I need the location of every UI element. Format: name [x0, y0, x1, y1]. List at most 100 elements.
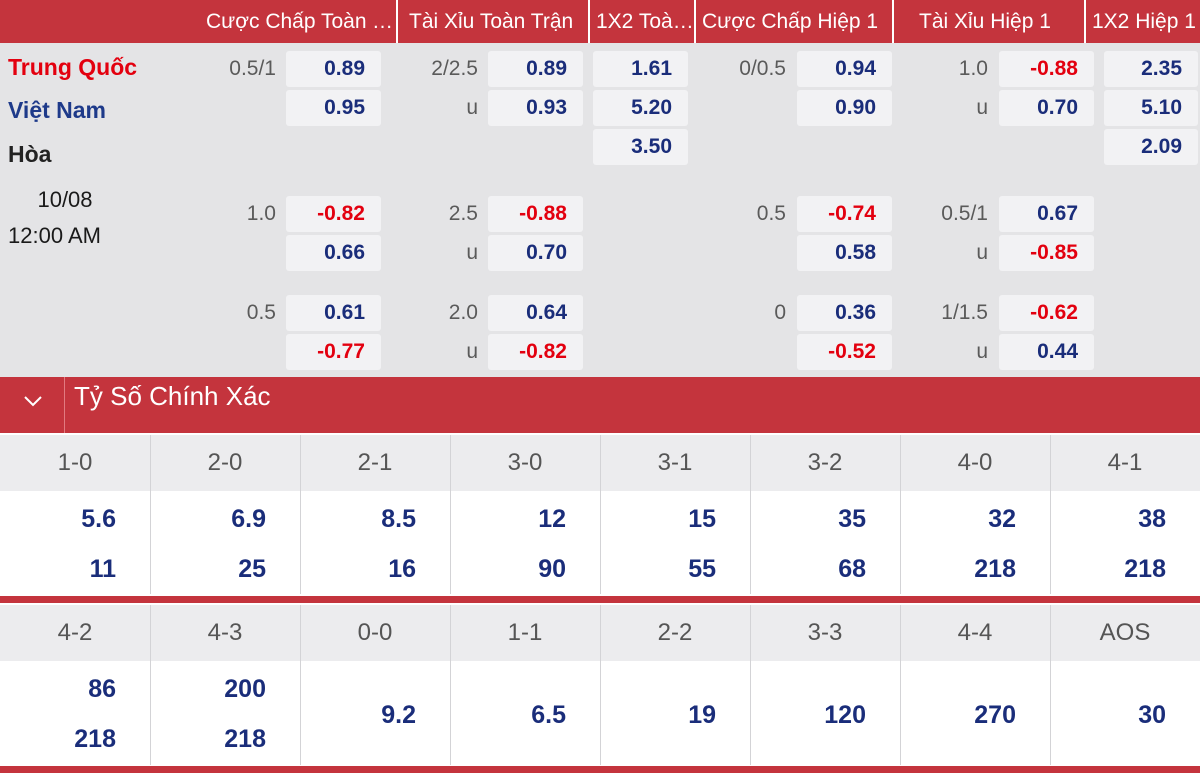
ah-h1-away-odds[interactable]: 0.90 [797, 90, 892, 126]
score-label: 4-0 [957, 449, 993, 476]
header-ah-fulltime[interactable]: Cược Chấp Toàn Trận [206, 10, 396, 33]
score-away-odds[interactable]: 90 [538, 555, 566, 583]
score-home-odds[interactable]: 5.6 [81, 505, 116, 533]
x12-ft-away-odds[interactable]: 5.20 [593, 90, 688, 126]
ou-h1-over-odds[interactable]: 0.67 [999, 196, 1094, 232]
score-home-odds[interactable]: 86 [88, 675, 116, 703]
header-1x2-half1[interactable]: 1X2 Hiệp 1 [1092, 10, 1196, 33]
column-divider [450, 435, 451, 594]
column-divider [150, 605, 151, 765]
score-label: 4-2 [57, 619, 93, 646]
ou-ft-over-odds[interactable]: 0.64 [488, 295, 583, 331]
column-divider [450, 605, 451, 765]
score-label: 4-1 [1107, 449, 1143, 476]
score-odds[interactable]: 270 [974, 701, 1016, 729]
header-ah-half1[interactable]: Cược Chấp Hiệp 1 [702, 10, 879, 33]
ou-h1-under-label: u [976, 241, 988, 264]
ou-ft-line: 2.5 [448, 202, 478, 225]
odds-panel: Trung Quốc Việt Nam Hòa 10/08 12:00 AM 0… [0, 43, 1200, 377]
ah-ft-away-odds[interactable]: 0.95 [286, 90, 381, 126]
ah-h1-home-odds[interactable]: 0.36 [797, 295, 892, 331]
column-divider [1050, 435, 1051, 594]
score-home-odds[interactable]: 200 [224, 675, 266, 703]
header-separator [588, 0, 590, 43]
ou-h1-under-odds[interactable]: 0.44 [999, 334, 1094, 370]
ou-h1-under-odds[interactable]: 0.70 [999, 90, 1094, 126]
score-label: 4-3 [207, 619, 243, 646]
ah-ft-home-odds[interactable]: 0.61 [286, 295, 381, 331]
ou-ft-under-odds[interactable]: 0.70 [488, 235, 583, 271]
ou-h1-line: 1.0 [958, 57, 988, 80]
score-label: AOS [1099, 619, 1151, 646]
score-away-odds[interactable]: 218 [1124, 555, 1166, 583]
ah-ft-away-odds[interactable]: -0.77 [286, 334, 381, 370]
ah-h1-line: 0 [774, 301, 786, 324]
column-divider [750, 435, 751, 594]
ou-h1-line: 0.5/1 [941, 202, 988, 225]
ah-ft-away-odds[interactable]: 0.66 [286, 235, 381, 271]
ah-h1-line: 0/0.5 [739, 57, 786, 80]
ah-h1-away-odds[interactable]: -0.52 [797, 334, 892, 370]
x12-ft-draw-odds[interactable]: 3.50 [593, 129, 688, 165]
x12-h1-home-odds[interactable]: 2.35 [1104, 51, 1198, 87]
ah-ft-home-odds[interactable]: -0.82 [286, 196, 381, 232]
ah-ft-home-odds[interactable]: 0.89 [286, 51, 381, 87]
home-team-name: Trung Quốc [8, 54, 138, 80]
score-label: 2-2 [657, 619, 693, 646]
x12-h1-away-odds[interactable]: 5.10 [1104, 90, 1198, 126]
score-home-odds[interactable]: 35 [838, 505, 866, 533]
score-home-odds[interactable]: 32 [988, 505, 1016, 533]
column-divider [300, 435, 301, 594]
score-away-odds[interactable]: 11 [89, 555, 116, 583]
ou-h1-line: 1/1.5 [941, 301, 988, 324]
header-1x2-fulltime[interactable]: 1X2 Toàn Trận [596, 10, 694, 33]
score-home-odds[interactable]: 12 [538, 505, 566, 533]
score-odds[interactable]: 9.2 [381, 701, 416, 729]
ou-h1-over-odds[interactable]: -0.62 [999, 295, 1094, 331]
column-divider [300, 605, 301, 765]
ah-h1-line: 0.5 [756, 202, 786, 225]
score-away-odds[interactable]: 218 [74, 725, 116, 753]
ou-ft-over-odds[interactable]: -0.88 [488, 196, 583, 232]
score-label: 1-1 [507, 619, 543, 646]
column-divider [600, 435, 601, 594]
score-away-odds[interactable]: 55 [688, 555, 716, 583]
ou-h1-over-odds[interactable]: -0.88 [999, 51, 1094, 87]
ah-h1-away-odds[interactable]: 0.58 [797, 235, 892, 271]
score-label: 3-0 [507, 449, 543, 476]
score-home-odds[interactable]: 15 [688, 505, 716, 533]
header-ou-fulltime[interactable]: Tài Xỉu Toàn Trận [409, 10, 574, 33]
header-separator [396, 0, 398, 43]
score-odds[interactable]: 19 [688, 701, 716, 729]
x12-h1-draw-odds[interactable]: 2.09 [1104, 129, 1198, 165]
score-away-odds[interactable]: 218 [974, 555, 1016, 583]
score-home-odds[interactable]: 38 [1138, 505, 1166, 533]
score-odds[interactable]: 30 [1138, 701, 1166, 729]
ah-h1-home-odds[interactable]: -0.74 [797, 196, 892, 232]
column-divider [1050, 605, 1051, 765]
correct-score-title: Tỷ Số Chính Xác [74, 381, 271, 411]
score-odds[interactable]: 6.5 [531, 701, 566, 729]
score-away-odds[interactable]: 218 [224, 725, 266, 753]
ah-ft-line: 0.5/1 [229, 57, 276, 80]
header-separator [892, 0, 894, 43]
score-label: 4-4 [957, 619, 993, 646]
ou-h1-under-odds[interactable]: -0.85 [999, 235, 1094, 271]
score-home-odds[interactable]: 8.5 [381, 505, 416, 533]
score-odds[interactable]: 120 [824, 701, 866, 729]
ah-h1-home-odds[interactable]: 0.94 [797, 51, 892, 87]
score-away-odds[interactable]: 68 [838, 555, 866, 583]
header-ou-half1[interactable]: Tài Xỉu Hiệp 1 [919, 10, 1051, 33]
chevron-down-icon[interactable] [22, 387, 44, 417]
section-divider [0, 766, 1200, 773]
score-away-odds[interactable]: 16 [388, 555, 416, 583]
x12-ft-home-odds[interactable]: 1.61 [593, 51, 688, 87]
score-away-odds[interactable]: 25 [238, 555, 266, 583]
ou-ft-under-odds[interactable]: -0.82 [488, 334, 583, 370]
correct-score-header[interactable]: Tỷ Số Chính Xác [0, 377, 1200, 433]
ou-ft-under-odds[interactable]: 0.93 [488, 90, 583, 126]
score-home-odds[interactable]: 6.9 [231, 505, 266, 533]
ah-ft-line: 0.5 [246, 301, 276, 324]
header-separator [1084, 0, 1086, 43]
ou-ft-over-odds[interactable]: 0.89 [488, 51, 583, 87]
